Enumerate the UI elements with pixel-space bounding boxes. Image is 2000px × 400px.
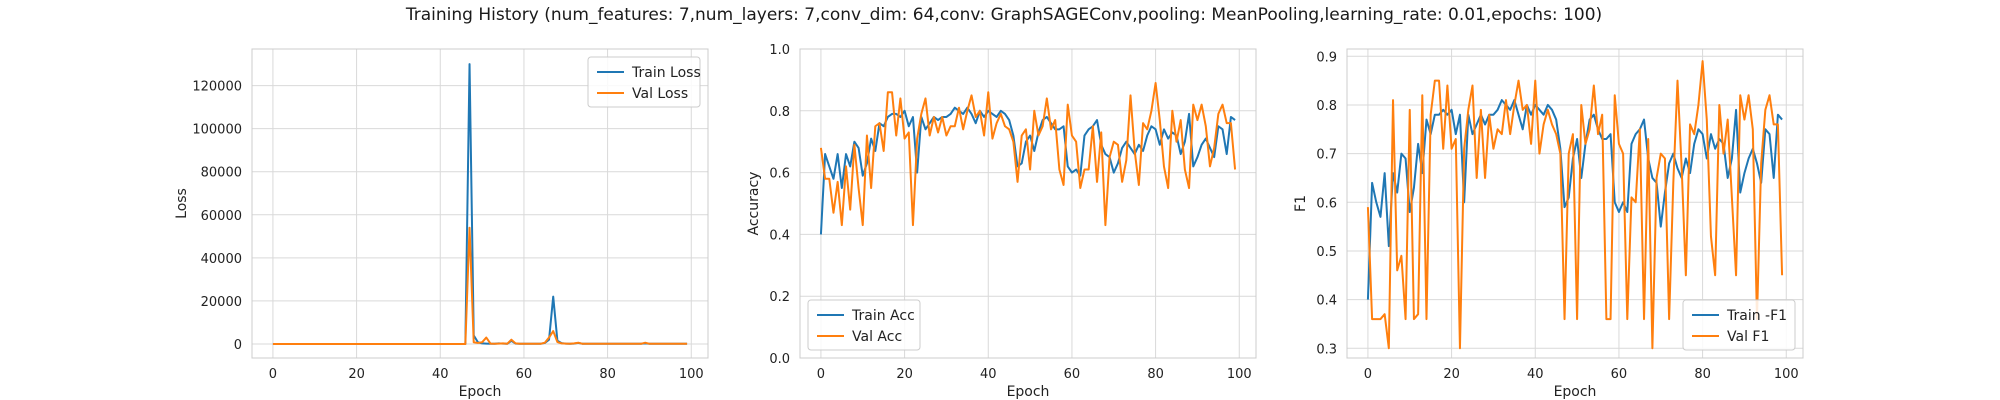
y-tick-label: 0.2 bbox=[769, 290, 790, 305]
y-tick-label: 0 bbox=[234, 338, 242, 353]
series-line-train-acc bbox=[819, 106, 1236, 235]
x-tick-label: 40 bbox=[1527, 367, 1544, 382]
y-tick-label: 120000 bbox=[192, 80, 242, 95]
x-tick-label: 20 bbox=[348, 367, 365, 382]
y-tick-label: 0.4 bbox=[769, 228, 790, 243]
x-tick-label: 0 bbox=[269, 367, 277, 382]
y-tick-label: 0.6 bbox=[1316, 196, 1337, 211]
legend-label: Train Acc bbox=[851, 308, 915, 324]
y-tick-label: 100000 bbox=[192, 123, 242, 138]
figure-title: Training History (num_features: 7,num_la… bbox=[405, 5, 1602, 25]
y-tick-label: 0.0 bbox=[769, 352, 790, 367]
y-tick-label: 0.8 bbox=[769, 105, 790, 120]
series-line-val-f1 bbox=[1366, 60, 1784, 350]
legend-label: Val Loss bbox=[632, 86, 688, 102]
x-tick-label: 100 bbox=[1774, 367, 1799, 382]
x-tick-label: 20 bbox=[896, 367, 913, 382]
y-tick-label: 1.0 bbox=[769, 43, 790, 58]
legend-label: Train Loss bbox=[631, 65, 701, 81]
legend-box bbox=[1682, 299, 1796, 351]
x-axis-label: Epoch bbox=[1007, 384, 1050, 400]
subplot-1: 0 20 40 60 80 100 0 20000 40000 60000 80000 100000 1… bbox=[174, 48, 709, 400]
y-axis-label: Accuracy bbox=[746, 172, 762, 236]
y-tick-label: 0.9 bbox=[1316, 50, 1337, 65]
x-tick-label: 80 bbox=[599, 367, 616, 382]
subplot-3: 0 20 40 60 80 100 0.3 0.4 0.5 0.6 0.7 0.8 0.9 Epoch F1… bbox=[1293, 48, 1804, 400]
y-tick-label: 0.8 bbox=[1316, 99, 1337, 114]
axes-frame bbox=[799, 48, 1257, 359]
y-tick-label: 20000 bbox=[201, 295, 242, 310]
legend-box bbox=[587, 56, 701, 108]
y-axis-label: Loss bbox=[174, 188, 190, 219]
axes-frame bbox=[1346, 48, 1804, 359]
legend: Train Loss Val Loss bbox=[587, 56, 701, 108]
x-tick-label: 80 bbox=[1147, 367, 1164, 382]
x-tick-label: 60 bbox=[516, 367, 533, 382]
x-tick-label: 20 bbox=[1443, 367, 1460, 382]
x-tick-label: 80 bbox=[1694, 367, 1711, 382]
y-tick-label: 0.7 bbox=[1316, 148, 1337, 163]
series-line-val-acc bbox=[819, 81, 1237, 227]
y-tick-label: 40000 bbox=[201, 252, 242, 267]
y-tick-label: 0.6 bbox=[769, 167, 790, 182]
legend-label: Val F1 bbox=[1727, 329, 1769, 345]
y-tick-label: 0.5 bbox=[1316, 245, 1337, 260]
legend: Train Acc Val Acc bbox=[807, 299, 921, 351]
x-tick-label: 60 bbox=[1064, 367, 1081, 382]
y-tick-label: 80000 bbox=[201, 166, 242, 181]
y-tick-label: 0.3 bbox=[1316, 342, 1337, 357]
x-tick-label: 0 bbox=[817, 367, 825, 382]
x-tick-label: 40 bbox=[980, 367, 997, 382]
x-axis-label: Epoch bbox=[459, 384, 502, 400]
series-line-train-f1 bbox=[1366, 99, 1783, 300]
y-tick-label: 60000 bbox=[201, 209, 242, 224]
y-tick-label: 0.4 bbox=[1316, 294, 1337, 309]
series-points bbox=[273, 228, 687, 344]
x-tick-label: 0 bbox=[1364, 367, 1372, 382]
legend: Train -F1 Val F1 bbox=[1682, 299, 1796, 351]
x-tick-label: 40 bbox=[432, 367, 449, 382]
subplot-2: 0 20 40 60 80 100 0.0 0.2 0.4 0.6 0.8 1.0 Epoch Accur… bbox=[746, 43, 1257, 400]
legend-label: Train -F1 bbox=[1726, 308, 1787, 324]
x-tick-label: 100 bbox=[1227, 367, 1252, 382]
legend-label: Val Acc bbox=[852, 329, 902, 345]
axes-frame bbox=[251, 48, 709, 359]
x-tick-label: 100 bbox=[679, 367, 704, 382]
x-axis-label: Epoch bbox=[1554, 384, 1597, 400]
series-line-val-loss bbox=[272, 226, 688, 345]
x-tick-label: 60 bbox=[1611, 367, 1628, 382]
y-axis-label: F1 bbox=[1293, 195, 1309, 212]
legend-box bbox=[807, 299, 921, 351]
